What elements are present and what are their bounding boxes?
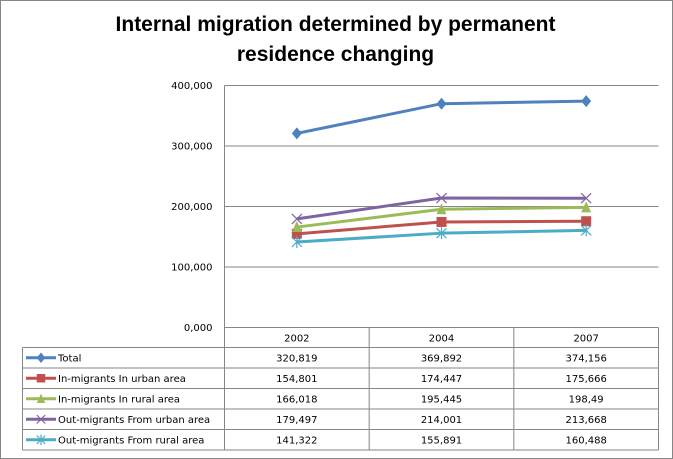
y-tick-label: 400,000 [171,81,212,92]
chart-title-line-1: Internal migration determined by permane… [115,13,556,36]
legend-label: Out-migrants From rural area [58,435,204,446]
data-point [436,227,447,240]
data-point [291,236,303,248]
data-point [436,192,447,204]
table-cell-value: 320,819 [276,353,317,364]
legend-label: Out-migrants From urban area [58,415,210,426]
chart-title-line-2: residence changing [236,43,435,66]
data-point [436,216,447,227]
table-cell-value: 195,445 [421,394,462,405]
table-cell-value: 179,497 [276,415,317,426]
y-tick-label: 0,000 [184,323,213,334]
legend-label: In-migrants In urban area [58,374,186,385]
data-point [580,192,592,204]
data-point [436,97,447,110]
table-cell-value: 214,001 [421,415,462,426]
y-tick-label: 200,000 [171,202,212,213]
x-category-label: 2007 [573,334,598,345]
table-cell-value: 174,447 [421,374,462,385]
table-cell-value: 155,891 [421,435,462,446]
table-cell-value: 154,801 [276,374,317,385]
x-category-label: 2004 [429,334,454,345]
series-total [291,95,592,140]
series-in-migrants-in-urban-area [291,216,592,239]
data-point [291,221,302,233]
table-cell-value: 166,018 [276,394,317,405]
data-point [581,95,592,108]
data-point [291,127,302,140]
legend-key-marker [36,374,46,383]
legend-label: In-migrants In rural area [58,394,180,405]
data-table: 2002 2004 2007 Total 320,819 369,892 374,156 In… [22,327,659,451]
table-cell-value: 213,668 [565,415,606,426]
table-cell-value: 141,322 [276,435,317,446]
legend-key-marker [36,352,46,363]
table-cell-value: 374,156 [565,353,606,364]
legend-key-marker [36,414,46,424]
series-out-migrants-from-urban-area [291,192,592,225]
y-tick-label: 300,000 [171,142,212,153]
chart-title: Internal migration determined by permane… [0,10,671,70]
series-group [291,95,592,248]
table-cell-value: 369,892 [421,353,462,364]
series-out-migrants-from-rural-area [291,224,592,248]
data-point [581,201,592,213]
data-point [581,216,592,227]
legend-label: Total [57,353,81,364]
table-cell-value: 160,488 [565,435,606,446]
data-point [291,228,302,239]
y-axis-ticks: 0,000 100,000 200,000 300,000 400,000 [171,81,212,334]
data-point [580,224,592,237]
series-in-migrants-in-rural-area [291,201,592,233]
legend-key-marker [36,393,46,403]
data-point [291,213,303,225]
legend-key-marker [36,434,46,445]
data-point [436,203,447,215]
table-cell-value: 175,666 [565,374,606,385]
table-cell-value: 198,49 [569,394,604,405]
x-category-label: 2002 [284,334,309,345]
y-tick-label: 100,000 [171,263,212,274]
